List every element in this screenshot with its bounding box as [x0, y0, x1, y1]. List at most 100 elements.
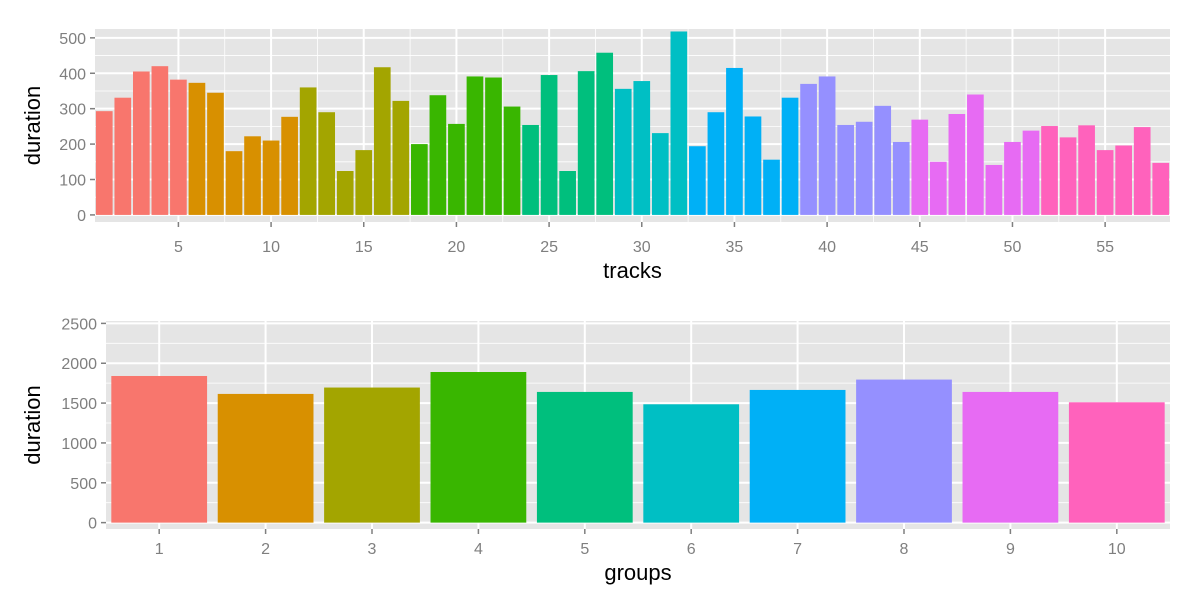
bar-track-8 — [225, 151, 243, 215]
bar-track-23 — [503, 106, 521, 215]
y-tick-label: 0 — [77, 208, 86, 225]
bar-track-54 — [1078, 125, 1095, 215]
x-tick-label: 2 — [261, 541, 270, 558]
bar-track-25 — [540, 75, 558, 215]
bar-track-44 — [892, 141, 910, 215]
bar-track-30 — [633, 81, 651, 215]
bar-track-9 — [244, 136, 261, 215]
bar-group-1 — [111, 375, 208, 523]
bar-track-39 — [800, 83, 817, 215]
bar-track-34 — [707, 112, 725, 215]
x-tick-label: 10 — [262, 239, 280, 256]
bar-track-26 — [559, 171, 576, 215]
bar-track-35 — [726, 67, 743, 215]
x-tick-label: 1 — [155, 541, 164, 558]
bar-track-31 — [651, 133, 669, 215]
bar-group-7 — [749, 389, 846, 523]
bar-track-2 — [114, 97, 132, 215]
bar-track-1 — [95, 111, 113, 215]
bar-track-49 — [985, 164, 1003, 215]
x-tick-label: 4 — [474, 541, 483, 558]
x-tick-label: 25 — [540, 239, 558, 256]
y-tick-label: 500 — [70, 476, 97, 493]
x-tick-label: 9 — [1006, 541, 1015, 558]
y-tick-label: 2500 — [61, 316, 97, 333]
bar-track-11 — [281, 116, 298, 215]
x-axis-title-tracks: tracks — [603, 258, 662, 283]
bar-track-45 — [911, 119, 929, 215]
bar-track-50 — [1004, 141, 1021, 215]
y-tick-label: 200 — [59, 137, 86, 154]
bar-track-33 — [689, 146, 706, 215]
bar-track-22 — [485, 77, 502, 215]
bar-track-24 — [522, 124, 539, 215]
bar-track-10 — [262, 140, 280, 215]
bar-track-4 — [151, 66, 169, 215]
bar-track-42 — [855, 121, 873, 215]
x-tick-label: 3 — [368, 541, 377, 558]
bar-track-28 — [596, 52, 614, 215]
bar-group-5 — [536, 391, 633, 523]
bar-track-32 — [670, 31, 688, 215]
bar-track-12 — [299, 87, 317, 215]
bar-track-38 — [781, 97, 799, 215]
bar-group-8 — [856, 379, 952, 523]
tracks-duration-chart: 0 100 200 300 400 500 5 10 15 20 25 30 35 40 45 50 55 tr… — [20, 29, 1170, 283]
bar-track-55 — [1096, 150, 1114, 215]
bar-track-7 — [207, 92, 224, 215]
bar-track-16 — [373, 67, 391, 215]
x-tick-label: 8 — [900, 541, 909, 558]
y-tick-label: 1000 — [61, 436, 97, 453]
x-tick-label: 5 — [580, 541, 589, 558]
x-tick-label: 6 — [687, 541, 696, 558]
bar-track-18 — [411, 144, 428, 215]
bar-track-19 — [429, 95, 447, 215]
bar-track-27 — [577, 71, 595, 215]
y-tick-label: 0 — [88, 516, 97, 533]
x-tick-label: 30 — [633, 239, 651, 256]
x-tick-label: 45 — [911, 239, 929, 256]
y-tick-label: 100 — [59, 173, 86, 190]
bar-track-6 — [188, 82, 206, 215]
bar-track-41 — [837, 124, 854, 215]
bar-track-17 — [392, 100, 410, 215]
bar-track-13 — [318, 112, 336, 215]
bar-track-58 — [1152, 162, 1170, 215]
bar-track-29 — [614, 88, 632, 215]
x-tick-label: 15 — [355, 239, 373, 256]
x-tick-label: 40 — [818, 239, 836, 256]
tick-labels-tracks: 0 100 200 300 400 500 5 10 15 20 25 30 35 40 45 50 55 — [59, 31, 1114, 256]
bar-track-37 — [763, 159, 780, 215]
x-tick-label: 5 — [174, 239, 183, 256]
x-tick-label: 20 — [448, 239, 466, 256]
bar-track-43 — [874, 105, 892, 215]
bar-group-3 — [324, 387, 420, 523]
bar-track-56 — [1115, 145, 1133, 215]
bar-track-53 — [1059, 137, 1077, 215]
bar-track-46 — [929, 161, 947, 215]
bar-track-14 — [336, 171, 354, 215]
bar-track-3 — [132, 71, 150, 215]
bar-group-6 — [643, 404, 740, 523]
bar-track-20 — [448, 123, 465, 215]
x-tick-label: 35 — [726, 239, 744, 256]
tick-marks-groups — [101, 322, 1118, 534]
y-axis-title-groups: duration — [20, 385, 45, 465]
x-tick-label: 50 — [1004, 239, 1022, 256]
y-tick-label: 300 — [59, 102, 86, 119]
bars-groups — [111, 372, 1165, 523]
bar-track-48 — [967, 94, 984, 215]
y-axis-title-tracks: duration — [20, 86, 45, 166]
bar-track-15 — [355, 150, 373, 215]
y-tick-label: 500 — [59, 31, 86, 48]
bar-group-2 — [217, 393, 314, 523]
x-tick-label: 7 — [793, 541, 802, 558]
bar-track-57 — [1133, 127, 1151, 215]
tick-marks-tracks — [90, 37, 1106, 227]
bar-group-10 — [1068, 402, 1165, 523]
y-tick-label: 400 — [59, 66, 86, 83]
y-tick-label: 2000 — [61, 356, 97, 373]
bar-track-21 — [466, 76, 484, 215]
bar-track-51 — [1022, 130, 1040, 215]
